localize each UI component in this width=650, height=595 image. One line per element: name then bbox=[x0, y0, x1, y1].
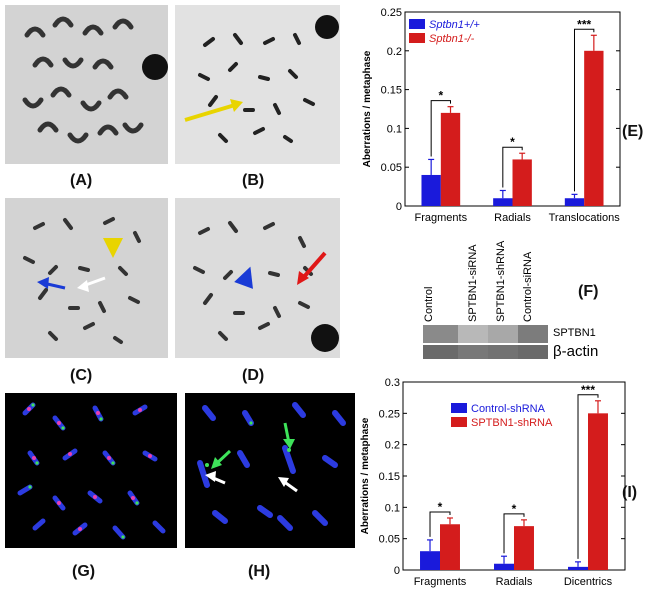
metaphase-photo-b bbox=[175, 5, 340, 164]
bar bbox=[512, 159, 532, 206]
chart-i: 0 0.05 0.1 0.15 0.2 0.25 0.3 Aberrations / meta… bbox=[360, 377, 626, 588]
blot-band-row-1 bbox=[423, 325, 548, 343]
legend-swatch bbox=[451, 403, 467, 413]
blot-band-row-2 bbox=[423, 345, 548, 359]
y-tick-label: 0.1 bbox=[385, 502, 400, 514]
y-tick-label: 0 bbox=[394, 565, 400, 577]
blot-row-label-actin: β-actin bbox=[553, 343, 599, 360]
blot-row-label-sptbn1: SPTBN1 bbox=[553, 327, 596, 339]
chromosomes-b bbox=[184, 15, 339, 143]
y-tick-label: 0.25 bbox=[379, 408, 400, 420]
significance-label: * bbox=[438, 500, 443, 514]
bar bbox=[568, 566, 588, 570]
significance-label: *** bbox=[577, 17, 591, 31]
significance-bracket bbox=[577, 394, 599, 559]
chromosomes-d bbox=[193, 221, 339, 352]
metaphase-photo-c bbox=[5, 198, 168, 358]
legend-label: Sptbn1+/+ bbox=[429, 19, 480, 31]
y-tick-label: 0.15 bbox=[379, 471, 400, 483]
significance-label: * bbox=[510, 135, 515, 149]
fish-chromosomes-h bbox=[197, 402, 346, 531]
bar bbox=[440, 524, 460, 570]
bar bbox=[494, 563, 514, 570]
significance-bracket bbox=[430, 100, 452, 157]
category-label: Fragments bbox=[415, 212, 468, 224]
bar bbox=[420, 551, 440, 570]
y-tick-label: 0.25 bbox=[381, 7, 402, 19]
panel-label-c: (C) bbox=[70, 367, 93, 384]
chromosomes-c bbox=[23, 217, 141, 344]
significance-bracket bbox=[573, 28, 595, 192]
y-axis-label: Aberrations / metaphase bbox=[360, 417, 371, 534]
y-tick-label: 0 bbox=[396, 201, 402, 213]
y-tick-label: 0.05 bbox=[379, 534, 400, 546]
chart-e: 0 0.05 0.1 0.15 0.2 0.25 Aberrations / metapha… bbox=[362, 7, 621, 224]
bar bbox=[421, 174, 441, 206]
legend-label: Control-shRNA bbox=[471, 403, 546, 415]
significance-label: *** bbox=[581, 383, 595, 397]
panel-label-b: (B) bbox=[242, 172, 265, 189]
panel-label-f: (F) bbox=[578, 283, 599, 300]
bar bbox=[440, 112, 461, 206]
panel-label-i: (I) bbox=[622, 484, 638, 501]
legend-label: Sptbn1-/- bbox=[429, 33, 475, 45]
fish-chromosomes-g bbox=[17, 402, 166, 540]
significance-label: * bbox=[512, 502, 517, 516]
y-axis-label: Aberrations / metaphase bbox=[362, 50, 373, 167]
y-tick-label: 0.2 bbox=[387, 46, 402, 58]
panel-label-h: (H) bbox=[248, 563, 271, 580]
metaphase-photo-a bbox=[5, 5, 168, 164]
y-tick-label: 0.1 bbox=[387, 123, 402, 135]
significance-bracket bbox=[502, 146, 523, 188]
category-label: Radials bbox=[496, 576, 533, 588]
legend-swatch bbox=[409, 33, 425, 43]
blot-lane-label-4: Control-siRNA bbox=[522, 251, 534, 322]
blot-lane-label-2: SPTBN1-siRNA bbox=[467, 244, 479, 322]
category-label: Dicentrics bbox=[564, 576, 613, 588]
panel-label-g: (G) bbox=[72, 563, 96, 580]
legend-swatch bbox=[409, 19, 425, 29]
legend-label: SPTBN1-shRNA bbox=[471, 417, 553, 429]
chromosomes-a bbox=[22, 16, 168, 144]
western-blot: Control SPTBN1-siRNA SPTBN1-shRNA Contro… bbox=[415, 228, 650, 368]
metaphase-photo-d bbox=[175, 198, 340, 358]
bar bbox=[588, 413, 608, 570]
category-label: Radials bbox=[494, 212, 531, 224]
fish-photo-h bbox=[185, 393, 355, 548]
blot-lane-label-1: Control bbox=[423, 286, 435, 322]
fish-photo-g bbox=[5, 393, 177, 548]
y-tick-label: 0.3 bbox=[385, 377, 400, 389]
y-tick-label: 0.2 bbox=[385, 440, 400, 452]
y-tick-label: 0.05 bbox=[381, 162, 402, 174]
category-label: Translocations bbox=[549, 212, 621, 224]
y-tick-label: 0.15 bbox=[381, 85, 402, 97]
significance-bracket bbox=[503, 513, 525, 554]
significance-label: * bbox=[438, 89, 443, 103]
bar bbox=[493, 198, 513, 206]
blot-lane-label-3: SPTBN1-shRNA bbox=[495, 240, 507, 322]
bar bbox=[564, 198, 585, 206]
legend-swatch bbox=[451, 417, 467, 427]
bar bbox=[514, 526, 534, 570]
panel-label-e: (E) bbox=[622, 123, 644, 140]
panel-label-a: (A) bbox=[70, 172, 93, 189]
significance-bracket bbox=[429, 511, 451, 537]
bar bbox=[584, 50, 604, 206]
panel-label-d: (D) bbox=[242, 367, 265, 384]
category-label: Fragments bbox=[414, 576, 467, 588]
